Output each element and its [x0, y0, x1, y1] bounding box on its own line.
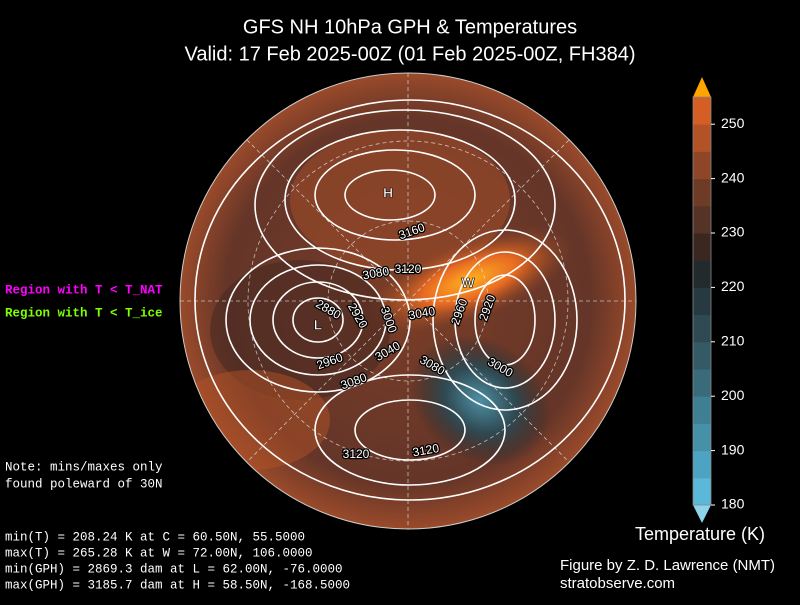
- colorbar-tick-label: 240: [721, 169, 745, 185]
- stat: min(T) = 208.24 K at C = 60.50N, 55.5000: [5, 530, 305, 544]
- colorbar-segment: [693, 477, 711, 506]
- contour-label: 3040: [407, 304, 436, 322]
- legend-nat: Region with T < T_NAT: [5, 283, 163, 297]
- contour-label: 3120: [395, 262, 422, 276]
- subtitle: Valid: 17 Feb 2025-00Z (01 Feb 2025-00Z,…: [185, 43, 636, 65]
- colorbar-tick-label: 220: [721, 278, 745, 294]
- credit: stratobserve.com: [560, 575, 675, 592]
- center-label: W: [461, 275, 475, 291]
- colorbar-frame: [692, 96, 712, 506]
- title: GFS NH 10hPa GPH & Temperatures: [243, 16, 577, 38]
- colorbar-segment: [693, 423, 711, 452]
- colorbar-segment: [693, 314, 711, 343]
- colorbar-tick-label: 200: [721, 387, 745, 403]
- contour-label: 3120: [343, 447, 370, 461]
- stat: max(T) = 265.28 K at W = 72.00N, 106.000…: [5, 546, 313, 560]
- map: [180, 73, 636, 529]
- colorbar-tick-label: 250: [721, 115, 745, 131]
- contour-label: 3080: [361, 264, 390, 282]
- colorbar-segment: [693, 233, 711, 261]
- colorbar-under: [693, 505, 711, 523]
- colorbar-tick-label: 210: [721, 333, 745, 349]
- colorbar-segment: [693, 396, 711, 424]
- colorbar-tick-label: 230: [721, 224, 745, 240]
- center-label: H: [383, 185, 393, 201]
- colorbar-segment: [693, 97, 711, 125]
- colorbar-segment: [693, 260, 711, 288]
- colorbar-tick-label: 190: [721, 441, 745, 457]
- stat: min(GPH) = 2869.3 dam at L = 62.00N, -76…: [5, 562, 343, 576]
- colorbar-segment: [693, 369, 711, 397]
- colorbar-segment: [693, 205, 711, 234]
- colorbar-segment: [693, 124, 711, 152]
- legend-ice: Region with T < T_ice: [5, 306, 163, 320]
- colorbar-label: Temperature (K): [635, 524, 765, 544]
- colorbar-segment: [693, 151, 711, 180]
- credit: Figure by Z. D. Lawrence (NMT): [560, 557, 775, 574]
- colorbar-segment: [693, 341, 711, 370]
- colorbar-over: [693, 77, 711, 97]
- colorbar-segment: [693, 450, 711, 479]
- colorbar-tick-label: 180: [721, 496, 745, 512]
- stat: max(GPH) = 3185.7 dam at H = 58.50N, -16…: [5, 578, 350, 592]
- map-border: [179, 72, 637, 530]
- colorbar-segment: [693, 178, 711, 207]
- note: found poleward of 30N: [5, 477, 163, 491]
- note: Note: mins/maxes only: [5, 460, 163, 474]
- contour-label: 3120: [411, 441, 440, 459]
- colorbar-segment: [693, 287, 711, 316]
- center-label: L: [314, 317, 323, 333]
